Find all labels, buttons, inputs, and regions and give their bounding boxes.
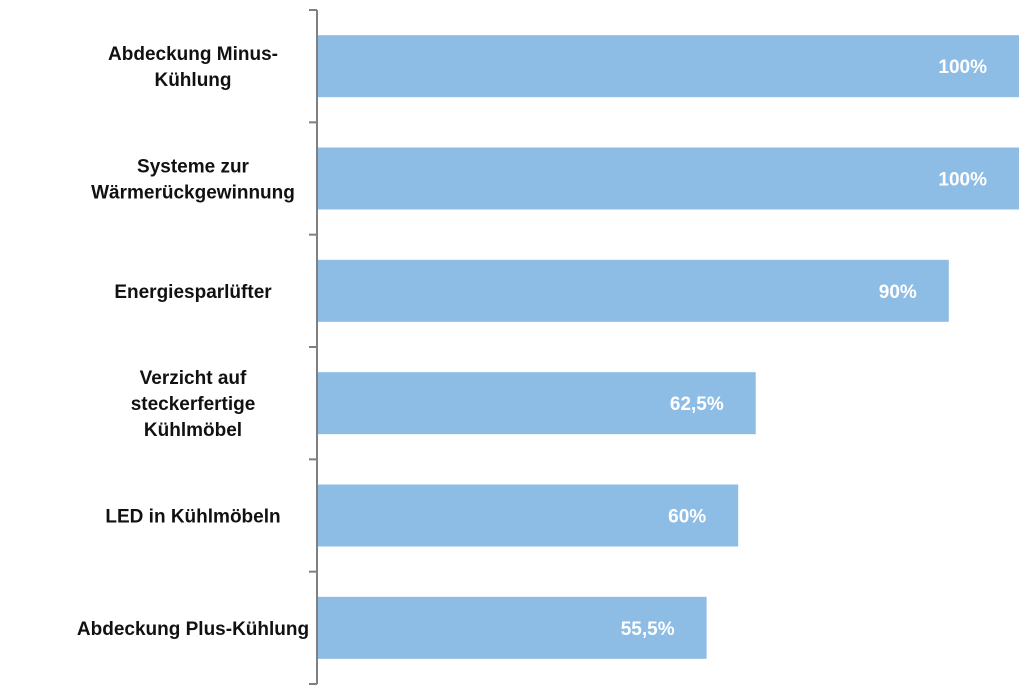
category-label: Abdeckung Plus-Kühlung <box>77 619 309 640</box>
category-label: Abdeckung Minus-Kühlung <box>108 44 278 91</box>
value-label: 100% <box>938 57 987 78</box>
bar <box>317 147 1019 210</box>
bar <box>317 372 756 435</box>
category-label: Verzicht auf steckerfertige Kühlmöbel <box>131 368 256 441</box>
category-axis <box>309 9 318 685</box>
value-label: 55,5% <box>621 619 675 640</box>
bar <box>317 35 1019 98</box>
category-label: Systeme zur Wärmerückgewinnung <box>91 157 295 204</box>
bar <box>317 596 707 659</box>
category-labels: Abdeckung Minus-Kühlung Systeme zur Wärmer… <box>77 44 309 640</box>
category-label: Energiesparlüfter <box>114 282 272 303</box>
category-label: LED in Kühlmöbeln <box>105 507 280 528</box>
value-label: 100% <box>938 170 987 191</box>
value-label: 60% <box>668 507 706 528</box>
bar <box>317 484 739 547</box>
value-label: 62,5% <box>670 394 724 415</box>
value-label: 90% <box>879 282 917 303</box>
value-labels: 100% 100% 90% 62,5% 60% 55,5% <box>621 57 987 640</box>
bars-group <box>317 35 1019 659</box>
bar <box>317 259 949 322</box>
